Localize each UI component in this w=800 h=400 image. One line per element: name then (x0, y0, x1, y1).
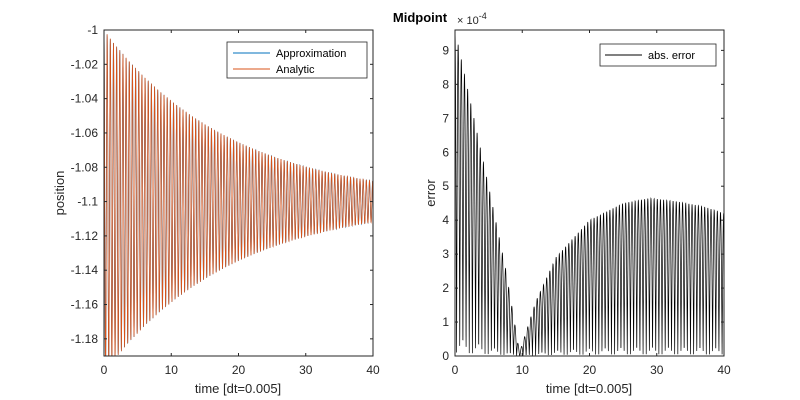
position-x-tick-label: 30 (299, 363, 313, 377)
position-y-tick-label: -1.14 (71, 263, 99, 277)
position-series-lines (104, 30, 373, 356)
error-plot: 0 10 20 30 40 0 1 2 3 4 5 6 7 8 9 × 10-4 time [dt=0.0… (423, 11, 731, 396)
position-x-tick-label: 40 (366, 363, 380, 377)
error-x-tick-label: 30 (650, 363, 664, 377)
position-y-ticks: -1.18 -1.16 -1.14 -1.12 -1.1 -1.08 -1.06 -1.04 -… (71, 23, 373, 346)
position-legend-box (226, 41, 368, 79)
position-y-tick-label: -1.08 (71, 160, 99, 174)
error-y-tick-label: 2 (442, 281, 449, 295)
error-x-tick-label: 40 (717, 363, 731, 377)
error-x-axis-label: time [dt=0.005] (546, 381, 632, 396)
error-x-ticks: 0 10 20 30 40 (452, 30, 731, 377)
error-y-tick-label: 1 (442, 315, 449, 329)
error-legend: abs. error (599, 43, 717, 67)
position-y-tick-label: -1.12 (71, 229, 99, 243)
error-x-tick-label: 0 (452, 363, 459, 377)
position-series-analytic (104, 30, 373, 356)
error-y-exponent-label: × 10-4 (457, 11, 487, 27)
position-y-tick-label: -1.04 (71, 92, 99, 106)
position-y-tick-label: -1.16 (71, 298, 99, 312)
legend-label-analytic: Analytic (276, 64, 315, 76)
error-y-tick-label: 7 (442, 111, 449, 125)
position-y-tick-label: -1.06 (71, 126, 99, 140)
position-x-ticks: 0 10 20 30 40 (101, 30, 380, 377)
error-y-axis-label: error (423, 179, 438, 207)
position-y-tick-label: -1.1 (77, 195, 98, 209)
position-x-tick-label: 20 (232, 363, 246, 377)
position-y-tick-label: -1.02 (71, 57, 99, 71)
error-x-tick-label: 10 (516, 363, 530, 377)
legend-label-abs-error: abs. error (648, 50, 695, 62)
error-y-tick-label: 9 (442, 43, 449, 57)
position-plot: 0 10 20 30 40 -1.18-1.16-1.14-1.12-1.1-1.08-… (52, 23, 380, 396)
error-y-tick-label: 8 (442, 77, 449, 91)
position-x-tick-label: 10 (165, 363, 179, 377)
error-y-tick-label: 6 (442, 145, 449, 159)
error-y-tick-label: 5 (442, 179, 449, 193)
error-series-lines (455, 30, 724, 356)
error-y-ticks: 0 1 2 3 4 5 6 7 8 9 (442, 43, 724, 363)
error-y-tick-label: 3 (442, 247, 449, 261)
error-x-tick-label: 20 (583, 363, 597, 377)
error-y-tick-label: 0 (442, 349, 449, 363)
error-y-tick-label: 4 (442, 213, 449, 227)
position-y-tick-label: -1 (87, 23, 98, 37)
figure-title: Midpoint (393, 10, 448, 25)
position-y-axis-label: position (52, 171, 67, 216)
position-legend: Approximation Analytic (226, 41, 368, 79)
position-x-tick-label: 0 (101, 363, 108, 377)
position-y-tick-label: -1.18 (71, 332, 99, 346)
error-legend-box (599, 43, 717, 67)
position-x-axis-label: time [dt=0.005] (195, 381, 281, 396)
legend-label-approximation: Approximation (276, 48, 346, 60)
error-series-abs-error (455, 30, 724, 356)
